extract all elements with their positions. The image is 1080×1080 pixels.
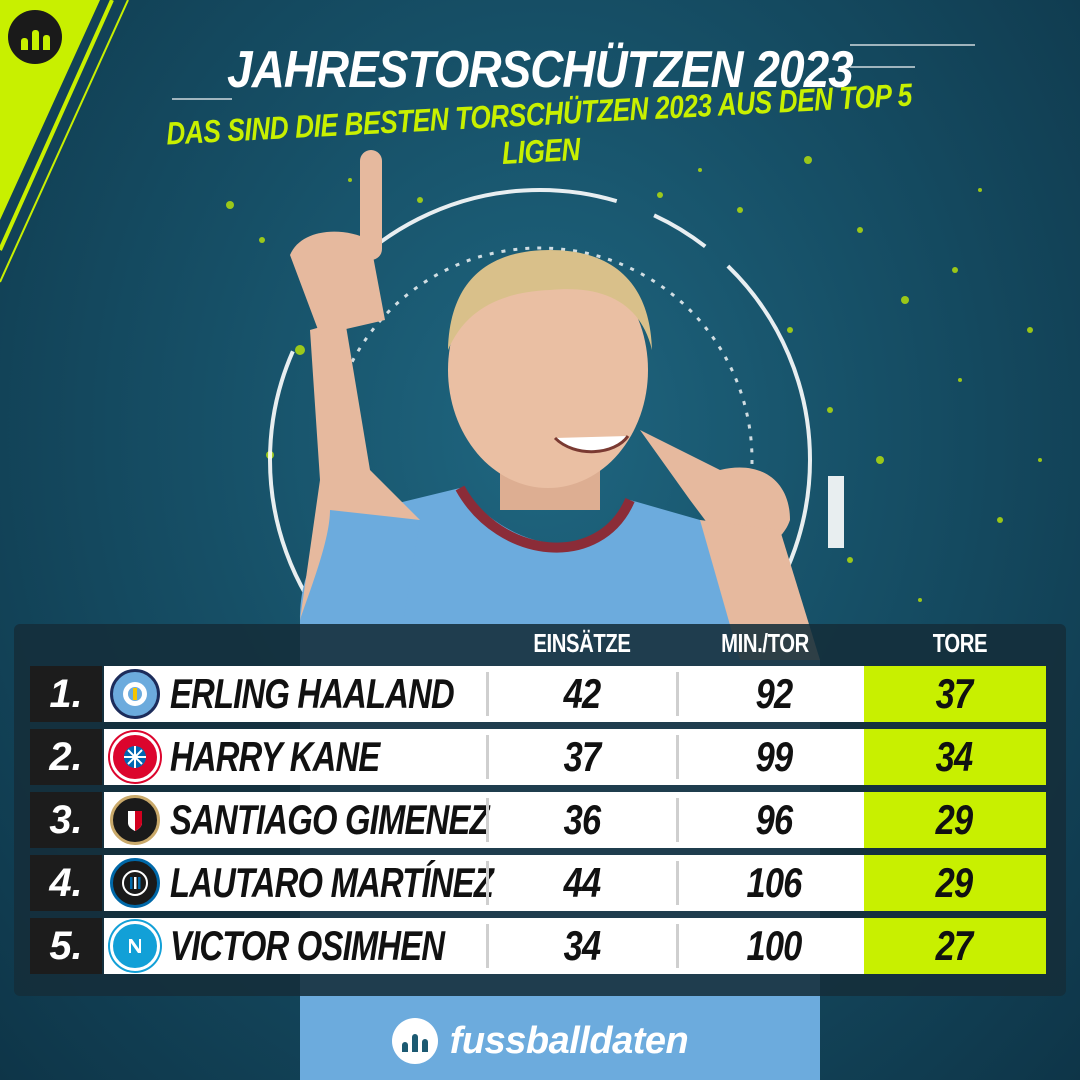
divider [486,924,489,968]
player-cell: HARRY KANE 37 99 [104,729,864,785]
rank-cell: 3. [30,792,102,848]
manchester-city-crest-icon [110,669,160,719]
player-name: HARRY KANE [170,733,380,780]
appearances-value: 36 [563,796,601,843]
table-row: 1. ERLING HAALAND 42 92 37 [30,666,1046,722]
goals-value: 37 [935,670,973,717]
title-deco-line-right-2 [850,66,915,68]
table-row: 3. SANTIAGO GIMENEZ 36 96 29 [30,792,1046,848]
goals-cell: 29 [864,792,1046,848]
rank-cell: 4. [30,855,102,911]
player-cell: ERLING HAALAND 42 92 [104,666,864,722]
player-cell: LAUTARO MARTÍNEZ 44 106 [104,855,864,911]
divider [486,861,489,905]
divider [676,798,679,842]
min-per-goal-value: 99 [755,733,793,780]
divider [486,735,489,779]
napoli-crest-icon [110,921,160,971]
rank-cell: 1. [30,666,102,722]
appearances-value: 42 [563,670,601,717]
player-name: ERLING HAALAND [170,670,455,717]
col-header-appearances: EINSÄTZE [533,628,631,658]
rank-cell: 5. [30,918,102,974]
divider [676,672,679,716]
player-cell: SANTIAGO GIMENEZ 36 96 [104,792,864,848]
table-header: EINSÄTZE MIN./TOR TORE [0,628,1080,664]
divider [486,672,489,716]
title-deco-line-right [850,44,975,46]
title-deco-line-left [172,98,232,100]
inter-milan-crest-icon [110,858,160,908]
goals-value: 29 [935,796,973,843]
divider [676,861,679,905]
goals-cell: 27 [864,918,1046,974]
divider [676,924,679,968]
brand-name: fussballdaten [449,1019,689,1062]
bayern-munich-crest-icon [110,732,160,782]
col-header-goals: TORE [932,628,988,658]
min-per-goal-value: 92 [755,670,793,717]
player-name: VICTOR OSIMHEN [170,922,445,969]
appearances-value: 44 [563,859,601,906]
page-title: JAHRESTORSCHÜTZEN 2023 [227,41,854,99]
divider [676,735,679,779]
goals-cell: 29 [864,855,1046,911]
brand-logo-icon [8,10,62,64]
goals-cell: 37 [864,666,1046,722]
rank-cell: 2. [30,729,102,785]
goals-cell: 34 [864,729,1046,785]
footer-brand: fussballdaten [0,1014,1080,1068]
goals-value: 29 [935,859,973,906]
min-per-goal-value: 100 [746,922,802,969]
table-row: 4. LAUTARO MARTÍNEZ 44 106 29 [30,855,1046,911]
brand-logo-icon [391,1018,438,1064]
min-per-goal-value: 96 [755,796,793,843]
goals-value: 34 [935,733,973,780]
player-name: SANTIAGO GIMENEZ [170,796,490,843]
appearances-value: 34 [563,922,601,969]
feyenoord-crest-icon [110,795,160,845]
divider [486,798,489,842]
player-name: LAUTARO MARTÍNEZ [170,859,494,906]
table-row: 2. HARRY KANE 37 99 34 [30,729,1046,785]
goals-value: 27 [935,922,973,969]
player-cell: VICTOR OSIMHEN 34 100 [104,918,864,974]
min-per-goal-value: 106 [746,859,802,906]
col-header-min-per-goal: MIN./TOR [721,628,809,658]
table-row: 5. VICTOR OSIMHEN 34 100 27 [30,918,1046,974]
appearances-value: 37 [563,733,601,780]
